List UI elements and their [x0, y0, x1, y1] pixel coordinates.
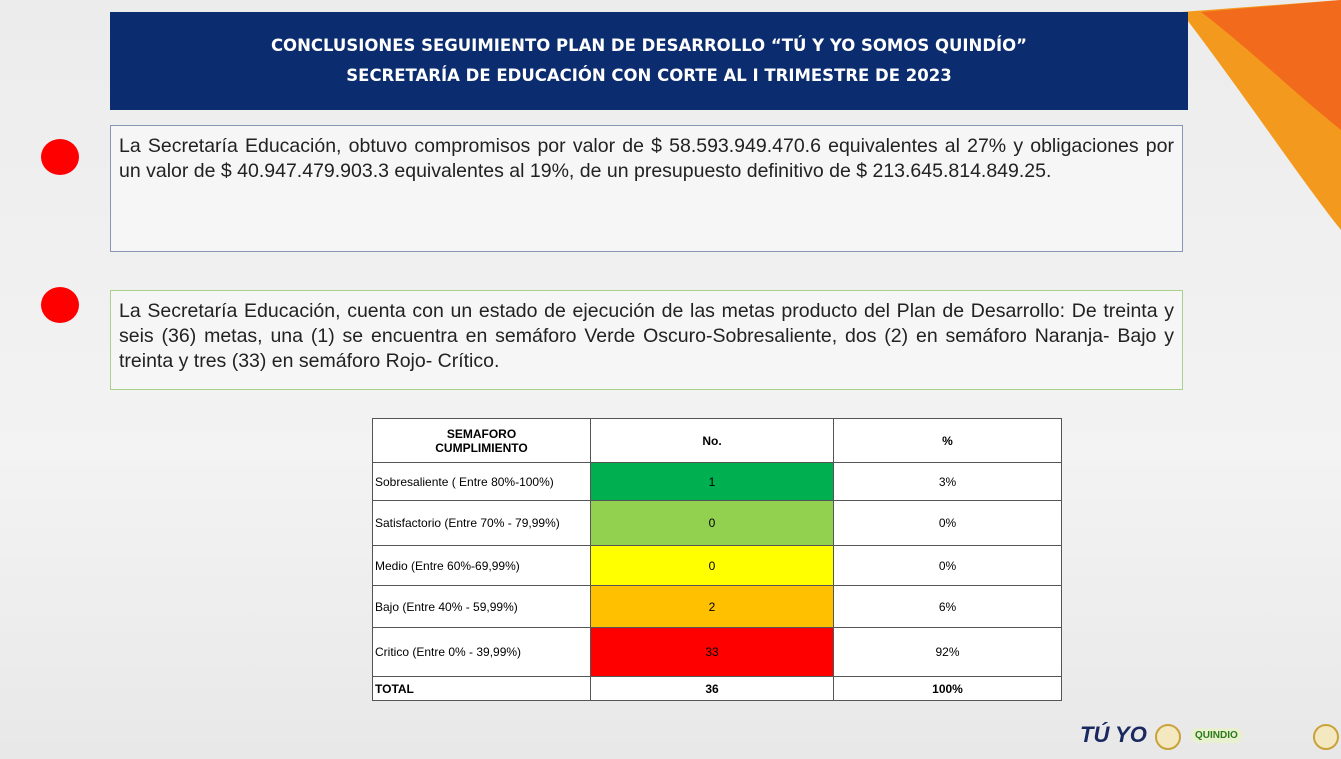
bullet: [41, 287, 79, 323]
cell: 92%: [833, 627, 1062, 677]
header-cell: No.: [590, 418, 834, 463]
title-line: CONCLUSIONES SEGUIMIENTO PLAN DE DESARRO…: [270, 36, 1028, 55]
header-cell: %: [833, 418, 1062, 463]
cell: Satisfactorio (Entre 70% - 79,99%): [372, 500, 591, 546]
table-row: Critico (Entre 0% - 39,99%) 33 92%: [372, 627, 1062, 677]
cell: 3%: [833, 462, 1062, 501]
table-row: Bajo (Entre 40% - 59,99%) 2 6%: [372, 585, 1062, 628]
orange-shape: [1201, 0, 1341, 130]
table: SEMAFORO CUMPLIMIENTO No. % Sobresalient…: [372, 418, 1062, 701]
table-row: TOTAL 36 100%: [372, 676, 1062, 701]
bullet: [41, 139, 79, 175]
logo: TÚ YO: [1080, 722, 1147, 747]
cell: 0: [590, 545, 834, 586]
cell: TOTAL: [372, 676, 591, 701]
table-row: Medio (Entre 60%-69,99%) 0 0%: [372, 545, 1062, 586]
paragraph: La Secretaría Educación, obtuvo compromi…: [110, 125, 1183, 252]
cell: 1: [590, 462, 834, 501]
table-row: Satisfactorio (Entre 70% - 79,99%) 0 0%: [372, 500, 1062, 546]
cell: 2: [590, 585, 834, 628]
seal: [1155, 724, 1181, 750]
header-cell: SEMAFORO CUMPLIMIENTO: [372, 418, 591, 463]
cell: 36: [590, 676, 834, 701]
cell: 0%: [833, 545, 1062, 586]
table-header: SEMAFORO CUMPLIMIENTO No. %: [372, 418, 1062, 463]
seal: [1313, 724, 1339, 750]
decoration: [1181, 0, 1341, 230]
logo: QUINDIO: [1190, 728, 1243, 743]
table-row: Sobresaliente ( Entre 80%-100%) 1 3%: [372, 462, 1062, 501]
cell: 100%: [833, 676, 1062, 701]
cell: 0%: [833, 500, 1062, 546]
cell: 33: [590, 627, 834, 677]
cell: Sobresaliente ( Entre 80%-100%): [372, 462, 591, 501]
title-line: SECRETARÍA DE EDUCACIÓN CON CORTE AL I T…: [346, 66, 952, 85]
cell: Bajo (Entre 40% - 59,99%): [372, 585, 591, 628]
paragraph: La Secretaría Educación, cuenta con un e…: [110, 290, 1183, 390]
cell: 0: [590, 500, 834, 546]
cell: Medio (Entre 60%-69,99%): [372, 545, 591, 586]
cell: Critico (Entre 0% - 39,99%): [372, 627, 591, 677]
cell: 6%: [833, 585, 1062, 628]
banner: CONCLUSIONES SEGUIMIENTO PLAN DE DESARRO…: [110, 12, 1188, 110]
